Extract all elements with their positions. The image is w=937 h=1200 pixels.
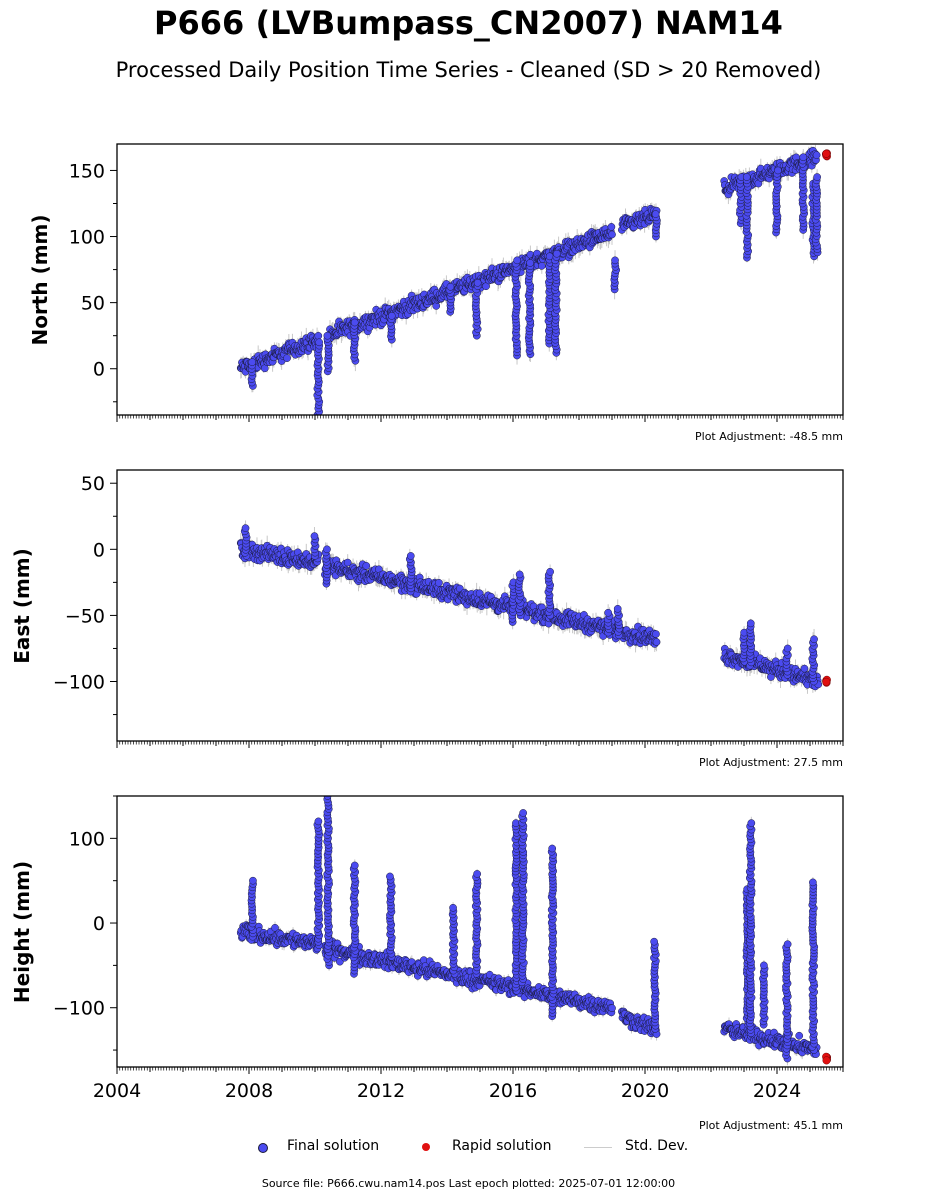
final-solution-point	[446, 282, 455, 291]
north-plot-adjustment: Plot Adjustment: -48.5 mm	[695, 430, 843, 443]
final-solution-point	[537, 262, 546, 270]
north-axis-label: North (mm)	[28, 214, 52, 345]
height-plot-adjustment: Plot Adjustment: 45.1 mm	[699, 1119, 843, 1132]
north-y-ticks: 0 50 100 150	[69, 160, 117, 403]
final-solution-point	[314, 331, 323, 340]
final-solution-point	[746, 619, 755, 628]
north-rapid-points	[822, 149, 831, 161]
final-solution-point	[813, 173, 821, 181]
final-solution-point	[434, 578, 443, 587]
height-data-points	[236, 796, 821, 1066]
final-solution-point	[248, 358, 257, 366]
east-axis-label: East (mm)	[10, 548, 34, 664]
final-solution-point	[774, 166, 782, 175]
final-solution-point	[406, 552, 415, 560]
final-solution-point	[343, 558, 352, 567]
north-data-points	[236, 144, 822, 415]
final-solution-point	[241, 524, 250, 533]
final-solution-point	[315, 338, 324, 347]
final-solution-point	[651, 210, 660, 218]
page-subtitle: Processed Daily Position Time Series - C…	[115, 58, 822, 82]
rapid-solution-point	[822, 677, 831, 686]
final-solution-point	[515, 570, 524, 579]
final-solution-point	[810, 635, 818, 644]
final-solution-point	[350, 318, 359, 327]
final-solution-point	[607, 223, 616, 231]
east-final-points	[236, 524, 823, 691]
final-solution-point	[526, 259, 534, 267]
east-panel: East (mm) Plot Adjustment: 27.5 mm −100−…	[10, 469, 844, 769]
east-x-ticks	[116, 741, 844, 748]
final-solution-point	[387, 312, 396, 320]
north-final-points	[236, 146, 822, 415]
final-solution-point	[652, 638, 661, 646]
y-tick-label: 50	[81, 473, 105, 495]
final-solution-point	[652, 630, 660, 638]
east-y-ticks: −100 −50 0 50	[53, 473, 117, 716]
final-solution-point	[742, 173, 751, 181]
north-panel: North (mm) Plot Adjustment: -48.5 mm 0 50…	[28, 143, 844, 443]
y-tick-label: 100	[69, 227, 105, 249]
final-solution-point	[604, 608, 613, 617]
final-solution-point	[323, 545, 331, 554]
y-tick-label: −100	[53, 672, 105, 694]
height-axis-label: Height (mm)	[10, 861, 34, 1003]
final-solution-point	[552, 249, 561, 258]
final-solution-point	[611, 256, 619, 265]
east-plot-adjustment: Plot Adjustment: 27.5 mm	[699, 756, 843, 769]
y-tick-label: 50	[81, 293, 105, 315]
east-data-points	[236, 520, 823, 694]
final-solution-point	[323, 331, 332, 340]
final-solution-point	[800, 664, 809, 673]
final-solution-point	[812, 151, 821, 159]
final-solution-point	[283, 354, 291, 362]
final-solution-point	[473, 278, 482, 287]
rapid-solution-point	[822, 149, 831, 158]
final-solution-point	[613, 604, 622, 613]
y-tick-label: −50	[65, 605, 105, 627]
east-rapid-points	[822, 675, 831, 687]
final-solution-point	[608, 230, 616, 239]
final-solution-point	[362, 562, 371, 570]
height-panel: Height (mm) Plot Adjustment: 45.1 mm 200…	[10, 795, 844, 1132]
page-title: P666 (LVBumpass_CN2007) NAM14	[154, 4, 783, 42]
final-solution-point	[799, 153, 808, 162]
final-solution-point	[546, 567, 554, 576]
north-x-ticks	[116, 415, 844, 422]
final-solution-point	[783, 644, 792, 653]
y-tick-label: 150	[69, 160, 105, 182]
y-tick-label: 0	[93, 359, 105, 381]
final-solution-point	[513, 256, 521, 265]
final-solution-point	[310, 532, 319, 540]
y-tick-label: 0	[93, 539, 105, 561]
